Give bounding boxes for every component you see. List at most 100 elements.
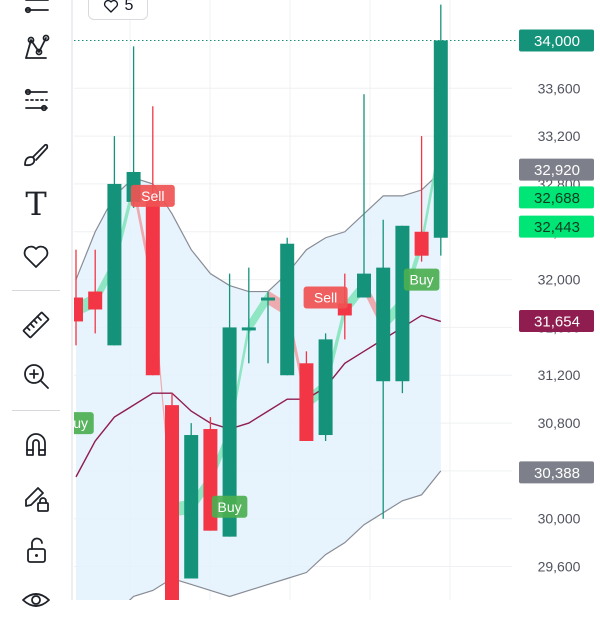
y-axis: 29,60030,00030,40030,80031,20031,60032,0… — [519, 29, 594, 575]
candle-body — [376, 267, 391, 382]
candle-body — [74, 297, 83, 322]
candle-body — [222, 327, 237, 537]
candle-body — [165, 405, 179, 600]
candle — [107, 136, 122, 346]
lower-band-line — [128, 470, 442, 600]
signal-label-buy: Buy — [403, 268, 440, 291]
signal-label-text: Buy — [218, 499, 242, 515]
price-label: 30,388 — [519, 461, 594, 484]
candle-body — [261, 297, 275, 301]
price-label-bg — [519, 309, 594, 332]
price-chart[interactable]: SellSellBuyBuyBuy29,60030,00030,40030,80… — [0, 0, 600, 600]
y-tick-label: 30,800 — [538, 415, 581, 431]
candle — [261, 291, 275, 364]
candle — [433, 4, 448, 256]
tool-lock-pencil[interactable] — [14, 478, 58, 518]
y-tick-label: 33,200 — [538, 128, 581, 144]
candle — [357, 94, 371, 298]
tool-magnet[interactable] — [14, 425, 58, 465]
y-tick-label: 29,600 — [538, 559, 581, 575]
signal-label-text: Sell — [314, 290, 337, 306]
brush-icon — [24, 143, 49, 167]
candle — [74, 249, 83, 346]
candle-body — [299, 363, 314, 441]
tool-text-tool[interactable]: T — [14, 184, 58, 224]
candle — [145, 106, 160, 376]
unlock-icon — [27, 537, 46, 563]
tool-zoom-in[interactable] — [14, 356, 58, 396]
candle — [222, 273, 237, 537]
price-label-text: 32,920 — [534, 162, 580, 179]
candle-body — [241, 327, 256, 331]
price-label: 31,654 — [519, 309, 594, 332]
signal-label-bg — [211, 495, 248, 518]
signal-label-buy: Buy — [64, 412, 94, 435]
band-fill — [76, 171, 441, 600]
signal-label-bg — [130, 184, 175, 207]
trend-ribbon-segment — [248, 290, 268, 335]
candle-body — [107, 183, 122, 346]
candle-body — [395, 225, 410, 382]
candle — [318, 333, 333, 441]
heart-outline-icon — [103, 0, 118, 13]
candle-body — [318, 339, 333, 436]
candle-body — [88, 291, 103, 310]
signal-label-bg — [74, 412, 94, 435]
price-label-bg — [519, 158, 594, 181]
candle-body — [433, 40, 448, 238]
signal-label-sell: Sell — [130, 184, 175, 207]
signal-label-text: Sell — [141, 188, 164, 204]
tool-pattern-tool[interactable] — [14, 28, 58, 68]
candle-body — [184, 435, 199, 579]
candle-body — [337, 303, 352, 316]
text-tool-icon: T — [25, 185, 47, 223]
candle — [184, 423, 199, 579]
ruler-icon — [22, 311, 50, 339]
price-label-bg — [519, 461, 594, 484]
signal-label-text: Buy — [64, 415, 88, 431]
price-label: 32,920 — [519, 158, 594, 181]
signal-label-bg — [403, 268, 440, 291]
candle — [395, 225, 410, 394]
candle — [126, 46, 141, 208]
y-tick-label: 30,000 — [538, 511, 581, 527]
signal-label-sell: Sell — [303, 286, 348, 309]
price-label-text: 32,688 — [534, 190, 580, 207]
likes-count: 5 — [124, 0, 134, 14]
signal-label-buy: Buy — [211, 495, 248, 518]
tool-fib-levels[interactable] — [14, 80, 58, 120]
price-label-text: 31,654 — [534, 313, 580, 330]
y-tick-label: 32,000 — [538, 272, 581, 288]
candle-body — [145, 195, 160, 376]
price-label: 34,000 — [519, 29, 594, 52]
price-label-text: 32,443 — [534, 219, 580, 236]
drawing-toolbar: T — [0, 0, 72, 607]
signal-label-text: Buy — [410, 272, 434, 288]
candle — [414, 136, 429, 262]
pattern-tool-icon — [25, 34, 50, 59]
tool-lines-menu[interactable] — [14, 0, 58, 26]
candle — [280, 237, 295, 376]
price-label-text: 34,000 — [534, 33, 580, 50]
tool-brush[interactable] — [14, 134, 58, 174]
price-label-bg — [519, 215, 594, 238]
price-label: 32,443 — [519, 215, 594, 238]
candle — [241, 267, 256, 364]
tool-ruler[interactable] — [14, 305, 58, 345]
likes-button[interactable]: 5 — [88, 0, 148, 20]
lock-pencil-icon — [25, 487, 49, 512]
candle — [376, 219, 391, 519]
candle-body — [280, 243, 295, 376]
tool-unlock[interactable] — [14, 530, 58, 570]
signal-label-bg — [303, 286, 348, 309]
candle — [88, 249, 103, 334]
price-label: 32,688 — [519, 186, 594, 209]
toolbar-separator — [12, 410, 60, 411]
lines-menu-icon — [24, 0, 49, 14]
price-label-bg — [519, 29, 594, 52]
price-label-text: 30,388 — [534, 465, 580, 482]
y-tick-label: 33,600 — [538, 80, 581, 96]
heart-icon — [23, 245, 49, 268]
price-label-bg — [519, 186, 594, 209]
tool-heart[interactable] — [14, 236, 58, 276]
